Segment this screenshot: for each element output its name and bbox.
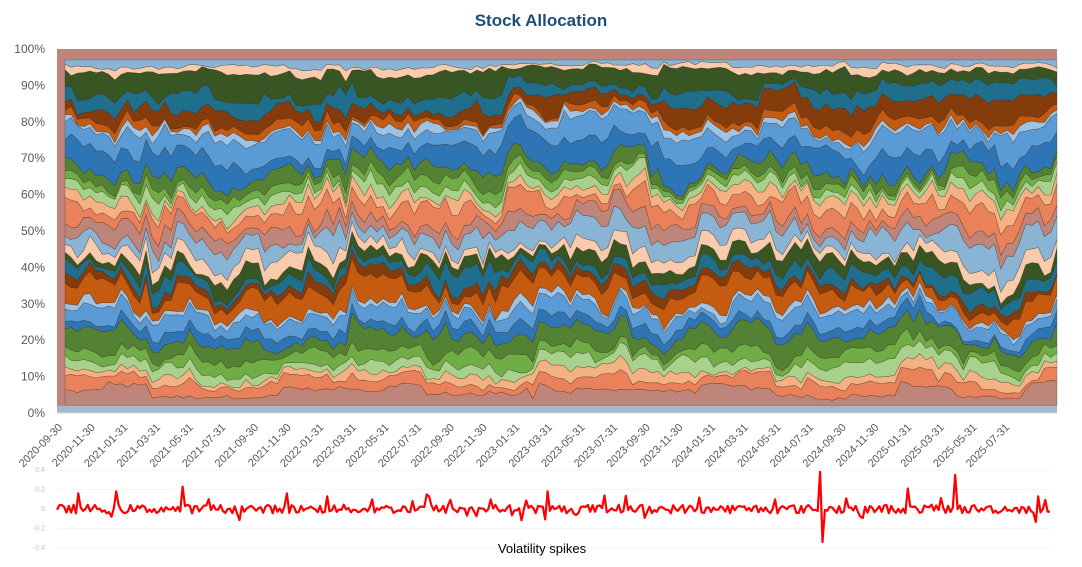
y-tick-label: 80% [21, 115, 45, 129]
area-series-23 [64, 101, 1058, 177]
vol-y-tick-label: 0.4 [35, 467, 45, 474]
y-tick-label: 70% [21, 151, 45, 165]
y-tick-label: 50% [21, 224, 45, 238]
area-series-11 [64, 248, 1058, 326]
y-tick-label: 100% [14, 42, 45, 56]
area-series-25 [64, 93, 1058, 148]
area-series-30 [64, 59, 1058, 72]
y-tick-label: 40% [21, 260, 45, 274]
area-series-22 [64, 113, 1058, 197]
y-tick-label: 90% [21, 78, 45, 92]
vol-y-tick-label: 0.2 [35, 487, 45, 494]
area-series-24 [64, 96, 1058, 154]
y-tick-label: 0% [28, 406, 46, 420]
area-series-26 [64, 80, 1058, 138]
vol-y-tick-label: -0.4 [33, 545, 45, 552]
area-base-band [57, 405, 1057, 413]
volatility-caption: Volatility spikes [498, 541, 587, 556]
y-tick-label: 20% [21, 333, 45, 347]
vol-y-tick-label: 0 [41, 506, 45, 513]
area-series-9 [64, 280, 1058, 346]
y-tick-label: 10% [21, 370, 45, 384]
y-tick-label: 60% [21, 188, 45, 202]
stacked-area-plot [57, 49, 1058, 413]
area-series-12 [64, 241, 1058, 318]
y-tick-label: 30% [21, 297, 45, 311]
x-axis: 2020-09-302020-11-302021-01-312021-03-31… [17, 412, 1057, 470]
volatility-line [56, 470, 1050, 544]
chart-title: Stock Allocation [475, 11, 608, 30]
area-series-29 [64, 60, 1058, 83]
area-series-27 [64, 74, 1058, 123]
vol-y-tick-label: -0.2 [33, 526, 45, 533]
area-series-8 [64, 287, 1058, 353]
volatility-plot: 0.4 0.2 0 -0.2 -0.4 [33, 467, 1050, 552]
y-axis: 0% 10% 20% 30% 40% 50% 60% 70% 80% 90% 100% [14, 42, 45, 420]
